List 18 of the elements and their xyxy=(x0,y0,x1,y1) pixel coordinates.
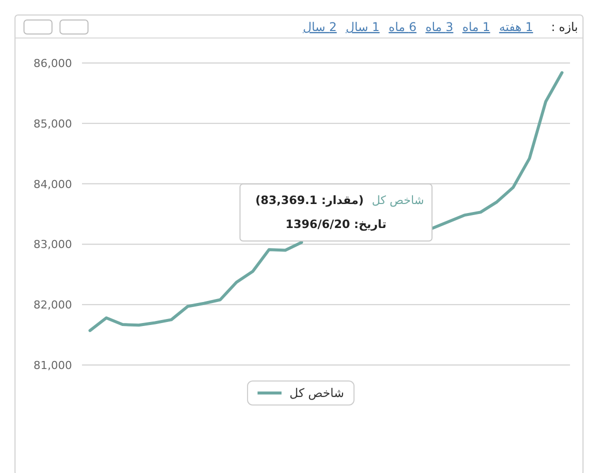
text: 2 سال xyxy=(302,20,337,34)
text: 1 سال xyxy=(346,20,380,34)
legend: شاخص کل xyxy=(247,380,354,406)
text: 6 ماه xyxy=(388,20,416,34)
annotation: تاریخ: 1396/6/20 xyxy=(286,217,386,231)
y-tick-label: 82,000 xyxy=(34,298,72,312)
y-tick-label: 85,000 xyxy=(34,117,72,130)
y-tick-label: 86,000 xyxy=(34,57,72,70)
text: 1 هفته xyxy=(499,20,534,34)
annotation: (مقدار: 83,369.1) xyxy=(255,193,364,207)
legend-label: شاخص کل xyxy=(290,386,344,400)
y-tick-label: 84,000 xyxy=(34,178,72,191)
text: 1 ماه xyxy=(462,20,490,34)
text: 3 ماه xyxy=(425,20,454,34)
y-tick-label: 81,000 xyxy=(34,359,72,372)
text: بازه : xyxy=(551,20,578,34)
y-tick-label: 83,000 xyxy=(34,238,72,252)
tooltip: شاخص کل (مقدار: 83,369.1) تاریخ: 1396/6/20 xyxy=(240,184,432,242)
